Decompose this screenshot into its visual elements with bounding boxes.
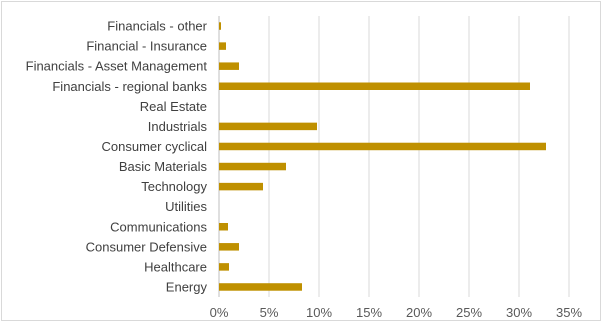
bars bbox=[219, 22, 546, 291]
bar bbox=[219, 42, 226, 50]
category-label: Communications bbox=[110, 219, 207, 234]
x-tick-label: 35% bbox=[556, 305, 582, 320]
x-tick-label: 30% bbox=[506, 305, 532, 320]
bar bbox=[219, 283, 302, 291]
category-label: Financials - other bbox=[107, 19, 207, 34]
x-tick-label: 0% bbox=[210, 305, 229, 320]
category-label: Financials - regional banks bbox=[52, 79, 207, 94]
x-tick-label: 25% bbox=[456, 305, 482, 320]
bar bbox=[219, 122, 317, 131]
bar bbox=[219, 22, 221, 30]
category-label: Financial - Insurance bbox=[86, 39, 207, 54]
category-label: Utilities bbox=[165, 199, 207, 214]
category-label: Healthcare bbox=[144, 259, 207, 274]
x-tick-label: 15% bbox=[356, 305, 382, 320]
category-label: Basic Materials bbox=[119, 159, 208, 174]
category-label: Financials - Asset Management bbox=[26, 59, 208, 74]
bar bbox=[219, 82, 530, 90]
category-label: Industrials bbox=[148, 119, 208, 134]
category-labels: Financials - other Financial - Insurance F… bbox=[26, 19, 208, 295]
bar bbox=[219, 182, 263, 191]
x-tick-label: 20% bbox=[406, 305, 432, 320]
x-tick-label: 10% bbox=[306, 305, 332, 320]
category-label: Energy bbox=[166, 279, 208, 294]
category-label: Consumer cyclical bbox=[102, 139, 208, 154]
bar bbox=[219, 62, 239, 70]
bar bbox=[219, 162, 286, 171]
x-tick-label: 5% bbox=[260, 305, 279, 320]
category-label: Consumer Defensive bbox=[86, 239, 207, 254]
bar bbox=[219, 142, 546, 151]
x-tick-labels: 0% 5% 10% 15% 20% 25% 30% 35% bbox=[210, 305, 583, 320]
category-label: Technology bbox=[141, 179, 207, 194]
gridlines bbox=[218, 16, 570, 297]
bar bbox=[219, 263, 229, 271]
bar bbox=[219, 243, 239, 251]
bar bbox=[219, 223, 228, 231]
category-label: Real Estate bbox=[140, 99, 207, 114]
